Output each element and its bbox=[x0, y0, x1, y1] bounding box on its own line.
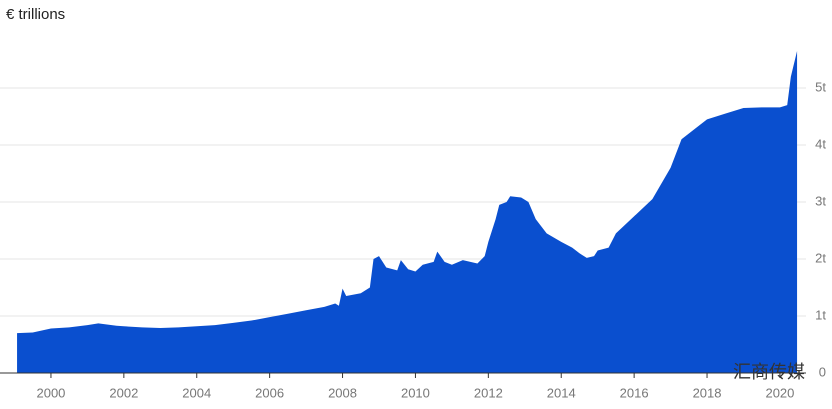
y-tick-label: 1t bbox=[815, 307, 826, 322]
x-tick-label: 2006 bbox=[255, 385, 284, 400]
area bbox=[17, 50, 798, 373]
y-tick-label: 0 bbox=[819, 364, 826, 379]
y-tick-label: 5t bbox=[815, 79, 826, 94]
watermark: 汇商传媒 bbox=[733, 362, 805, 382]
y-tick-label: 4t bbox=[815, 136, 826, 151]
y-tick-label: 3t bbox=[815, 193, 826, 208]
y-axis-label: € trillions bbox=[6, 6, 65, 23]
x-tick-label: 2000 bbox=[36, 385, 65, 400]
x-tick-label: 2002 bbox=[109, 385, 138, 400]
x-tick-label: 2018 bbox=[693, 385, 722, 400]
y-tick-label: 2t bbox=[815, 250, 826, 265]
x-tick-label: 2012 bbox=[474, 385, 503, 400]
x-tick-label: 2016 bbox=[620, 385, 649, 400]
x-tick-label: 2010 bbox=[401, 385, 430, 400]
x-tick-label: 2004 bbox=[182, 385, 211, 400]
x-tick-label: 2020 bbox=[765, 385, 794, 400]
x-tick-label: 2008 bbox=[328, 385, 357, 400]
x-tick-label: 2014 bbox=[547, 385, 576, 400]
